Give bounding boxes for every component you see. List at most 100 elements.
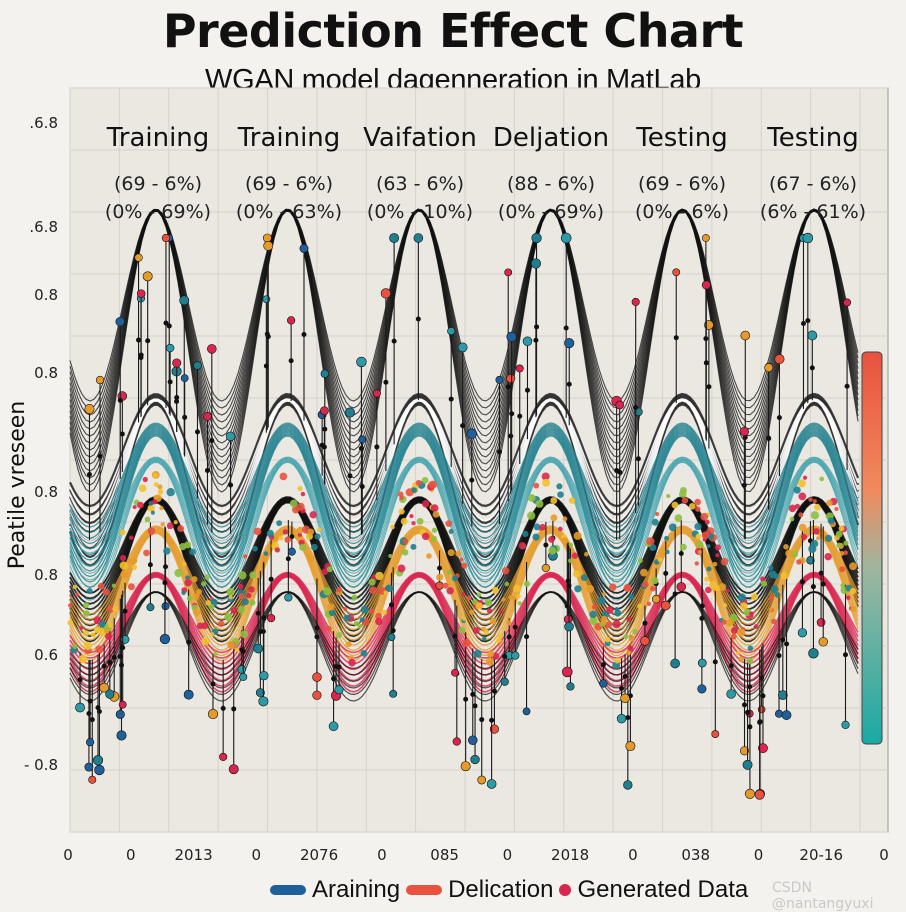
scatter-point (230, 606, 238, 614)
scatter-point (523, 580, 531, 587)
scatter-point (605, 621, 613, 629)
scatter-point (310, 543, 318, 551)
wave-line (69, 209, 859, 472)
scatter-point (522, 530, 529, 538)
stem-mid-marker (776, 653, 782, 659)
y-axis-label: Peatile vreseen (5, 401, 30, 569)
stem-mid-marker (86, 710, 92, 716)
stem-mid-marker (87, 698, 93, 704)
scatter-point (359, 617, 365, 623)
wave-line (69, 427, 859, 550)
scatter-point (476, 592, 482, 597)
scatter-point (431, 527, 438, 533)
scatter-point (550, 497, 558, 504)
stem-mid-marker (448, 396, 454, 402)
scatter-point (558, 526, 563, 532)
stem-mid-marker (633, 405, 639, 411)
scatter-point (459, 557, 464, 562)
stem-marker (541, 563, 550, 573)
stem-mid-marker (289, 534, 295, 540)
scatter-point (127, 583, 135, 591)
stem-markers (75, 232, 852, 800)
stem-mid-marker (95, 705, 101, 711)
scatter-point (186, 595, 193, 602)
stem-marker (808, 648, 819, 659)
scatter-point (119, 529, 126, 536)
scatter-point (431, 535, 438, 542)
stem-mid-marker (818, 570, 824, 576)
scatter-point (535, 499, 544, 508)
scatter-point (328, 609, 336, 617)
stem-mid-marker (780, 637, 786, 643)
stem-marker (228, 764, 239, 775)
scatter-point (591, 604, 598, 610)
scatter-point (249, 599, 256, 606)
scatter-point (234, 647, 240, 653)
scatter-point (568, 558, 573, 563)
wave-line (69, 496, 859, 600)
stem-mid-marker (163, 564, 169, 570)
scatter-point (637, 603, 643, 609)
stem-mid-marker (107, 660, 113, 666)
stem-marker (797, 628, 808, 638)
scatter-point (771, 618, 777, 625)
scatter-point (336, 586, 342, 593)
stem-marker (262, 295, 271, 304)
scatter-point (400, 517, 408, 525)
wave-line (69, 431, 859, 572)
scatter-point (747, 645, 754, 652)
scatter-point (201, 637, 210, 646)
scatter-point (574, 585, 582, 593)
scatter-point (843, 550, 848, 556)
scatter-point (383, 590, 388, 595)
stem-mid-marker (415, 316, 421, 322)
scatter-point (360, 649, 368, 657)
legend: Araining Delication Generated Data (270, 876, 748, 904)
scatter-point (801, 533, 808, 541)
scatter-point (317, 527, 322, 533)
scatter-point (573, 531, 582, 540)
scatter-point (650, 585, 656, 592)
scatter-point (262, 557, 268, 563)
stem-mid-marker (496, 449, 502, 455)
scatter-point (385, 584, 393, 592)
wave-line (69, 571, 859, 654)
stem-marker (118, 700, 127, 709)
segment-range: (69 - 6%) (114, 173, 202, 195)
scatter-point (626, 616, 632, 622)
x-tick-label: 0 (63, 846, 73, 864)
wave-line (69, 526, 859, 620)
stem-mid-marker (261, 615, 267, 621)
y-axis-ticks: .6.8 .6.8 0.8 0.8 0.8 0.8 0.6 - 0.8 (24, 114, 58, 774)
wave-line (69, 591, 859, 702)
legend-label-generated-data: Generated Data (577, 876, 749, 903)
stem-mid-marker (489, 717, 495, 723)
scatter-point (299, 543, 307, 551)
scatter-point (348, 658, 356, 667)
scatter-point (584, 551, 589, 557)
scatter-point (586, 584, 595, 593)
scatter-point (838, 525, 845, 532)
scatter-point (725, 588, 730, 593)
stem-marker (620, 693, 630, 703)
scatter-point (375, 617, 383, 626)
stem-marker (495, 375, 504, 384)
stem-marker (92, 755, 104, 766)
scatter-point (466, 595, 472, 601)
scatter-point (436, 573, 444, 581)
scatter-point (335, 632, 343, 639)
scatter-point (238, 571, 247, 580)
stem-mid-marker (228, 482, 234, 488)
scatter-point (513, 584, 521, 593)
scatter-point (323, 587, 332, 596)
wave-line (69, 428, 859, 556)
scatter-point (602, 592, 607, 597)
scatter-point (736, 628, 746, 637)
scatter-point (697, 550, 702, 555)
scatter-point (539, 523, 546, 531)
scatter-point (174, 568, 183, 578)
stem-mid-marker (383, 379, 389, 385)
scatter-point (360, 605, 369, 614)
wave-line (69, 208, 859, 430)
